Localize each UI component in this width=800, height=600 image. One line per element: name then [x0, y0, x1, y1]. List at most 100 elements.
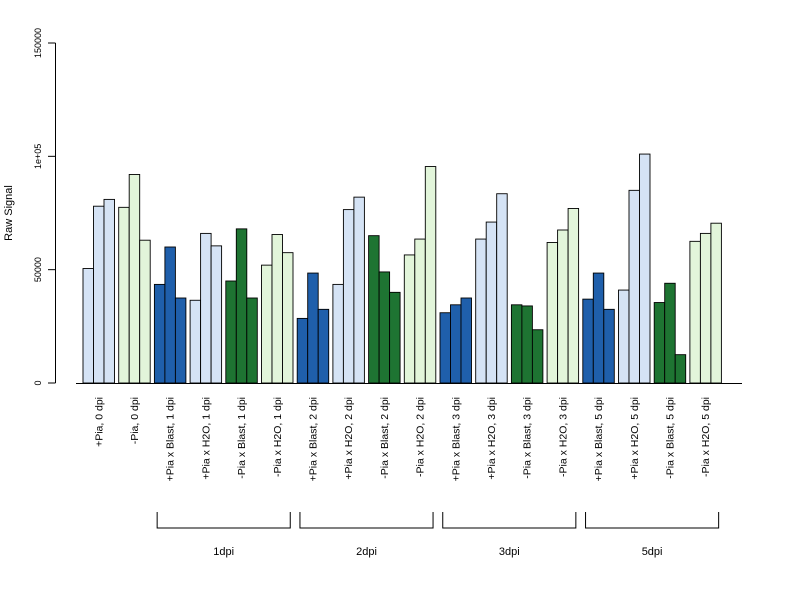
bar: [368, 235, 380, 384]
x-tick-label: +Pia x Blast, 5 dpi: [593, 397, 605, 481]
x-tick-label: -Pia x Blast, 5 dpi: [664, 397, 676, 479]
bar: [710, 222, 722, 384]
bar: [82, 268, 94, 384]
bar: [342, 209, 355, 384]
bar: [128, 174, 141, 384]
bar: [582, 298, 594, 384]
x-tick-label: +Pia x H2O, 5 dpi: [629, 397, 641, 480]
bar-group: [546, 208, 580, 384]
y-axis: 0 50000 1e+05 150000: [33, 28, 56, 386]
bar: [139, 239, 151, 384]
bar: [460, 297, 472, 384]
bar: [618, 289, 630, 384]
group-label: 1dpi: [213, 546, 234, 558]
bar: [118, 206, 130, 384]
x-tick-label: -Pia x H2O, 5 dpi: [700, 397, 712, 477]
group-bracket: [442, 512, 577, 529]
x-tick-label: -Pia x Blast, 3 dpi: [522, 397, 534, 479]
bar: [628, 189, 640, 384]
bar-group: [653, 282, 687, 384]
bar-group: [189, 232, 223, 384]
group-bracket: [299, 512, 434, 529]
bar: [210, 245, 223, 384]
bar: [93, 205, 105, 384]
x-tick-label: -Pia x Blast, 2 dpi: [379, 397, 391, 479]
y-tick-label: 50000: [33, 257, 43, 282]
bar: [282, 252, 294, 384]
bar: [235, 228, 248, 384]
bar: [546, 242, 559, 384]
bar: [496, 193, 508, 384]
x-tick-labels: +Pia, 0 dpi -Pia, 0 dpi +Pia x Blast, 1 dp…: [93, 397, 712, 481]
group-bracket: [156, 512, 291, 529]
bar-group: [332, 196, 365, 384]
bar-group: [261, 234, 294, 384]
group-label: 3dpi: [499, 546, 520, 558]
x-tick-label: +Pia x H2O, 2 dpi: [343, 397, 355, 480]
bar: [414, 238, 426, 384]
bar-group: [510, 304, 544, 384]
x-tick-label: +Pia, 0 dpi: [93, 397, 105, 447]
bar: [271, 234, 283, 384]
x-tick-label: -Pia x Blast, 1 dpi: [236, 397, 248, 479]
bar: [510, 304, 523, 384]
bar: [664, 282, 676, 384]
bar: [639, 153, 651, 384]
y-tick-label: 0: [33, 380, 43, 385]
group-label: 2dpi: [356, 546, 377, 558]
bar: [475, 238, 487, 384]
bar-group: [689, 222, 722, 384]
bar: [567, 208, 580, 384]
bar: [403, 254, 416, 384]
bar: [485, 221, 498, 384]
bar-group: [618, 153, 651, 384]
bar: [557, 229, 569, 384]
bar-group: [296, 272, 330, 384]
bar-group: [225, 228, 258, 384]
bar-group: [582, 272, 615, 384]
bar: [317, 308, 330, 384]
x-tick-label: +Pia x Blast, 1 dpi: [165, 397, 177, 481]
group-brackets: 1dpi 2dpi 3dpi 5dpi: [156, 512, 720, 558]
bars: [82, 153, 722, 384]
bar: [189, 299, 202, 384]
bar: [174, 297, 187, 384]
bar: [307, 272, 319, 384]
bar: [674, 354, 687, 384]
bar: [653, 302, 666, 384]
bar: [699, 232, 712, 384]
bar-group: [153, 246, 187, 384]
bar: [689, 240, 701, 384]
bar-group: [403, 166, 437, 384]
x-tick-label: +Pia x H2O, 3 dpi: [486, 397, 498, 480]
bar: [521, 305, 533, 384]
bar: [603, 308, 615, 384]
bar-group: [475, 193, 508, 384]
y-tick-label: 1e+05: [33, 144, 43, 169]
bar: [531, 329, 544, 384]
x-tick-label: -Pia x H2O, 3 dpi: [557, 397, 569, 477]
bar-group: [82, 198, 115, 384]
bar-group: [439, 297, 472, 384]
bar: [592, 272, 605, 384]
group-bracket: [585, 512, 720, 529]
y-axis-label: Raw Signal: [3, 185, 15, 241]
x-tick-label: +Pia x H2O, 1 dpi: [200, 397, 212, 480]
bar: [261, 264, 273, 384]
bar: [200, 232, 212, 384]
bar: [164, 246, 176, 384]
bar: [450, 304, 462, 384]
bar-group: [118, 174, 151, 384]
bar: [332, 283, 344, 384]
bar: [103, 198, 115, 384]
y-tick-label: 150000: [33, 28, 43, 58]
bar: [389, 291, 401, 384]
group-label: 5dpi: [642, 546, 663, 558]
x-tick-label: -Pia x H2O, 1 dpi: [272, 397, 284, 477]
x-tick-label: +Pia x Blast, 3 dpi: [450, 397, 462, 481]
x-tick-label: -Pia, 0 dpi: [129, 397, 141, 444]
x-tick-label: -Pia x H2O, 2 dpi: [415, 397, 427, 477]
bar: [246, 297, 258, 384]
x-tick-label: +Pia x Blast, 2 dpi: [307, 397, 319, 481]
